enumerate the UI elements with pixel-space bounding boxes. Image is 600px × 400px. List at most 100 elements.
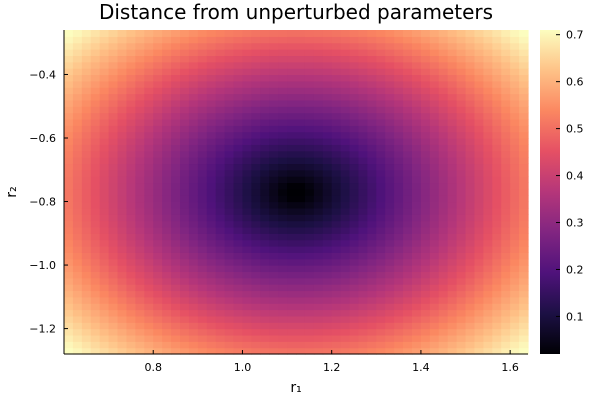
heatmap-cell [278, 157, 288, 165]
heatmap-cell [510, 246, 520, 253]
heatmap-cell [233, 138, 244, 145]
heatmap-cell [251, 163, 261, 171]
heatmap-cell [465, 49, 476, 57]
heatmap-cell [376, 118, 386, 126]
heatmap-cell [510, 220, 520, 228]
heatmap-cell [99, 157, 110, 165]
heatmap-cell [304, 290, 315, 298]
heatmap-cell [72, 176, 83, 184]
heatmap-cell [64, 125, 74, 133]
heatmap-cell [447, 125, 458, 133]
heatmap-cell [269, 347, 279, 355]
heatmap-cell [296, 93, 306, 101]
heatmap-cell [99, 328, 110, 336]
heatmap-cell [456, 68, 467, 76]
heatmap-cell [394, 334, 404, 342]
heatmap-cell [117, 284, 128, 292]
heatmap-cell [304, 150, 315, 158]
heatmap-cell [260, 226, 270, 234]
heatmap-cell [313, 296, 324, 304]
heatmap-cell [126, 61, 136, 69]
heatmap-cell [456, 36, 467, 44]
heatmap-cell [180, 252, 190, 260]
heatmap-cell [367, 150, 377, 158]
heatmap-cell [81, 169, 92, 177]
heatmap-cell [144, 106, 154, 114]
heatmap-cell [126, 182, 136, 190]
heatmap-cell [188, 246, 199, 253]
heatmap-cell [251, 265, 261, 273]
heatmap-cell [394, 341, 404, 349]
heatmap-cell [394, 309, 404, 317]
heatmap-cell [358, 55, 368, 63]
heatmap-cell [197, 74, 208, 82]
heatmap-cell [483, 328, 493, 336]
heatmap-cell [510, 169, 520, 177]
heatmap-cell [90, 150, 101, 158]
heatmap-cell [492, 322, 502, 330]
heatmap-cell [376, 271, 386, 279]
heatmap-cell [474, 334, 484, 342]
heatmap-cell [492, 328, 502, 336]
heatmap-cell [171, 309, 181, 317]
heatmap-cell [501, 125, 511, 133]
heatmap-cell [180, 36, 190, 44]
heatmap-cell [64, 220, 74, 228]
heatmap-cell [144, 334, 154, 342]
heatmap-cell [296, 144, 306, 152]
heatmap-cell [501, 315, 511, 323]
heatmap-cell [171, 277, 181, 285]
heatmap-cell [474, 252, 484, 260]
heatmap-cell [64, 112, 74, 120]
heatmap-cell [385, 68, 395, 76]
heatmap-cell [510, 303, 520, 311]
heatmap-cell [224, 303, 235, 311]
heatmap-cell [456, 99, 467, 107]
heatmap-cell [135, 214, 145, 222]
heatmap-cell [412, 36, 422, 44]
heatmap-cell [358, 201, 368, 209]
heatmap-cell [269, 49, 279, 57]
heatmap-cell [278, 163, 288, 171]
heatmap-cell [296, 131, 306, 139]
heatmap-cell [224, 341, 235, 349]
heatmap-cell [72, 341, 83, 349]
heatmap-cell [331, 157, 342, 165]
heatmap-cell [313, 80, 324, 88]
heatmap-cell [331, 207, 342, 215]
heatmap-cell [429, 30, 440, 37]
heatmap-cell [72, 214, 83, 222]
heatmap-cell [438, 233, 449, 241]
heatmap-cell [367, 118, 377, 126]
heatmap-cell [483, 309, 493, 317]
heatmap-cell [81, 341, 92, 349]
heatmap-cell [206, 347, 217, 355]
heatmap-cell [162, 74, 172, 82]
heatmap-cell [367, 195, 377, 203]
heatmap-cell [117, 138, 128, 145]
heatmap-cell [340, 74, 351, 82]
heatmap-cell [144, 341, 154, 349]
heatmap-cell [64, 201, 74, 209]
heatmap-cell [206, 157, 217, 165]
heatmap-cell [171, 328, 181, 336]
heatmap-cell [206, 176, 217, 184]
heatmap-cell [72, 334, 83, 342]
heatmap-cell [117, 195, 128, 203]
heatmap-cell [215, 61, 226, 69]
heatmap-cell [340, 290, 351, 298]
heatmap-cell [144, 226, 154, 234]
heatmap-cell [215, 277, 226, 285]
heatmap-cell [358, 42, 368, 50]
heatmap-cell [492, 99, 502, 107]
heatmap-cell [153, 284, 163, 292]
heatmap-cell [385, 284, 395, 292]
heatmap-cell [358, 131, 368, 139]
heatmap-cell [501, 309, 511, 317]
heatmap-cell [313, 144, 324, 152]
heatmap-cell [197, 309, 208, 317]
heatmap-cell [385, 131, 395, 139]
heatmap-cell [117, 226, 128, 234]
heatmap-cell [420, 118, 431, 126]
heatmap-cell [304, 157, 315, 165]
